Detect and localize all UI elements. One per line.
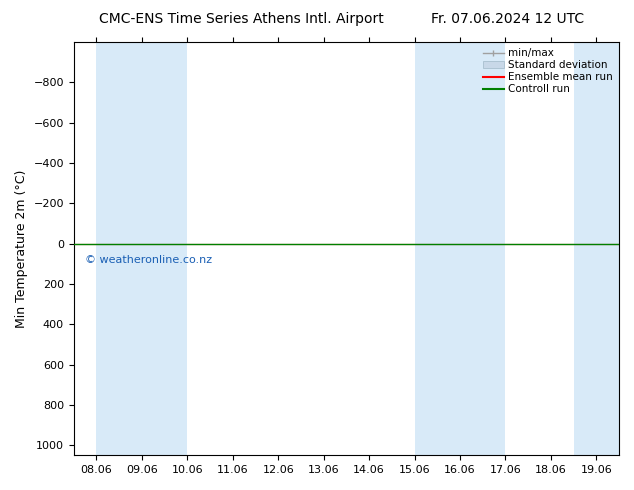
Bar [142, 42, 188, 455]
Y-axis label: Min Temperature 2m (°C): Min Temperature 2m (°C) [15, 170, 28, 328]
Text: © weatheronline.co.nz: © weatheronline.co.nz [85, 255, 212, 265]
Bar [415, 42, 460, 455]
Bar [460, 42, 505, 455]
Text: CMC-ENS Time Series Athens Intl. Airport: CMC-ENS Time Series Athens Intl. Airport [98, 12, 384, 26]
Bar [574, 42, 619, 455]
Text: Fr. 07.06.2024 12 UTC: Fr. 07.06.2024 12 UTC [430, 12, 584, 26]
Bar [96, 42, 142, 455]
Legend: min/max, Standard deviation, Ensemble mean run, Controll run: min/max, Standard deviation, Ensemble me… [479, 44, 617, 98]
